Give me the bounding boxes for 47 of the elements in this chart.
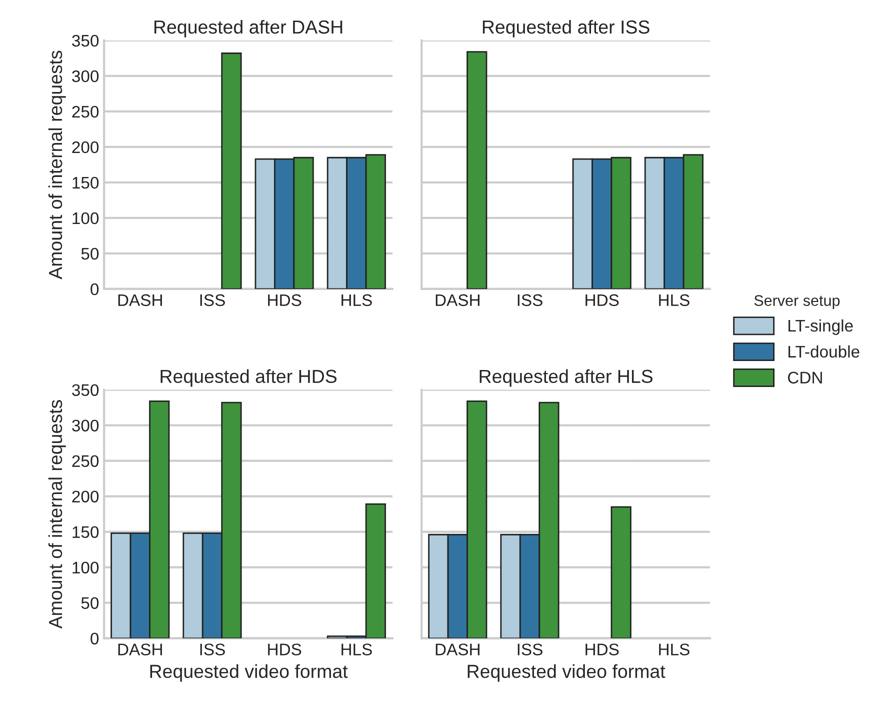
x-tick-label: HDS — [268, 644, 302, 656]
x-tick-label: DASH — [436, 294, 480, 306]
y-tick-label: 100 — [72, 212, 99, 224]
legend-label: CDN — [788, 372, 822, 384]
x-tick-label: HLS — [659, 644, 690, 656]
y-tick-label: 0 — [90, 632, 99, 644]
y-tick-label: 300 — [72, 70, 99, 82]
bar — [466, 51, 488, 289]
y-tick-label: 50 — [81, 248, 99, 260]
y-tick-label: 100 — [72, 562, 99, 574]
chart-title: Requested after ISS — [482, 20, 650, 38]
y-tick-label: 250 — [72, 455, 99, 467]
x-tick-label: ISS — [200, 644, 225, 656]
x-tick-label: ISS — [518, 644, 542, 656]
x-tick-label: DASH — [436, 644, 480, 656]
x-tick-label: DASH — [118, 644, 162, 656]
x-tick-label: ISS — [518, 294, 542, 306]
legend-title: Server setup — [754, 295, 840, 309]
legend-label: LT-single — [788, 319, 853, 335]
y-tick-label: 50 — [81, 597, 99, 609]
x-tick-label: HLS — [659, 294, 690, 306]
x-tick-label: HLS — [342, 294, 372, 306]
x-tick-label: HDS — [586, 644, 619, 656]
y-tick-label: 0 — [90, 283, 99, 296]
legend-label: LT-double — [788, 345, 860, 358]
x-tick-label: ISS — [200, 294, 225, 306]
y-tick-label: 250 — [72, 106, 99, 118]
y-axis-title: Amount of internal requests — [48, 50, 66, 280]
y-tick-label: 150 — [72, 526, 99, 538]
y-tick-label: 200 — [72, 141, 99, 154]
y-tick-label: 350 — [72, 34, 99, 47]
chart-title: Requested after HDS — [160, 369, 337, 387]
x-tick-label: DASH — [118, 294, 162, 306]
x-tick-label: HDS — [268, 294, 302, 306]
x-tick-label: HLS — [342, 644, 372, 656]
bar — [610, 506, 632, 638]
y-tick-label: 350 — [72, 384, 99, 396]
y-tick-label: 200 — [72, 490, 99, 502]
x-tick-label: HDS — [586, 294, 619, 306]
bar — [221, 52, 242, 289]
y-axis-title: Amount of internal requests — [48, 400, 66, 629]
chart-title: Requested after HLS — [480, 369, 652, 387]
x-axis-title: Requested video format — [468, 664, 666, 682]
y-tick-label: 300 — [72, 420, 99, 432]
y-tick-label: 150 — [72, 176, 99, 189]
chart-title: Requested after DASH — [154, 20, 342, 38]
x-axis-title: Requested video format — [150, 664, 348, 682]
